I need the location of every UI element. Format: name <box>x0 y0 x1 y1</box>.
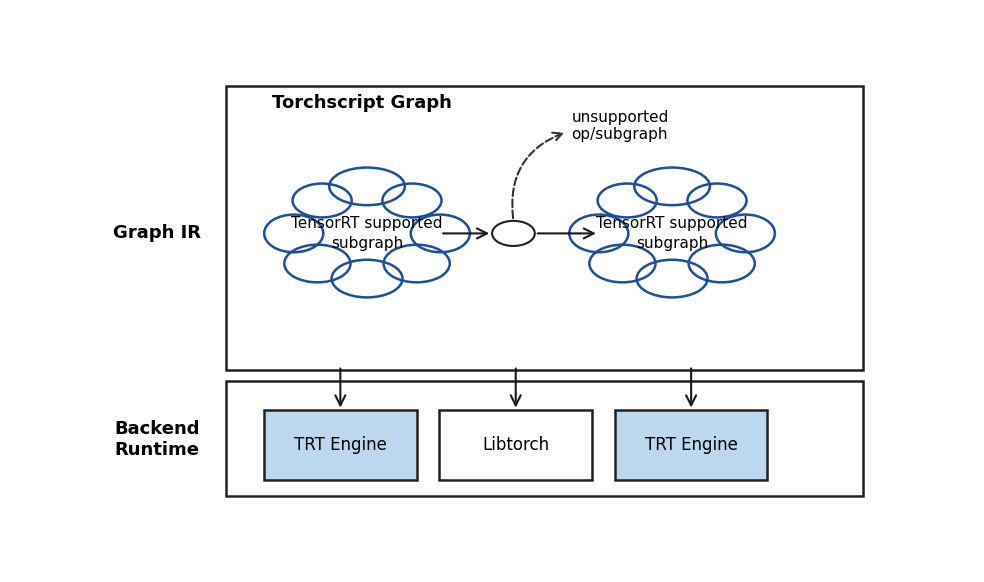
Bar <box>264 410 416 480</box>
Text: Torchscript Graph: Torchscript Graph <box>272 94 452 112</box>
Ellipse shape <box>384 244 450 282</box>
Circle shape <box>492 221 535 246</box>
Ellipse shape <box>383 183 442 218</box>
Ellipse shape <box>688 183 747 218</box>
Text: Graph IR: Graph IR <box>113 225 202 243</box>
Ellipse shape <box>635 168 709 205</box>
Ellipse shape <box>284 244 350 282</box>
Ellipse shape <box>603 196 741 271</box>
Text: TensorRT supported
subgraph: TensorRT supported subgraph <box>596 216 748 251</box>
Text: TRT Engine: TRT Engine <box>645 436 738 454</box>
Ellipse shape <box>330 168 404 205</box>
Ellipse shape <box>597 183 656 218</box>
Text: TensorRT supported
subgraph: TensorRT supported subgraph <box>291 216 443 251</box>
Ellipse shape <box>689 244 755 282</box>
Ellipse shape <box>298 196 436 271</box>
Ellipse shape <box>332 260 402 297</box>
Ellipse shape <box>637 260 707 297</box>
Text: unsupported
op/subgraph: unsupported op/subgraph <box>572 109 669 142</box>
Ellipse shape <box>410 215 470 252</box>
Ellipse shape <box>715 215 775 252</box>
Text: Libtorch: Libtorch <box>482 436 549 454</box>
Text: Backend
Runtime: Backend Runtime <box>114 420 200 459</box>
Text: TRT Engine: TRT Engine <box>294 436 387 454</box>
Ellipse shape <box>569 215 629 252</box>
Bar <box>440 410 592 480</box>
Ellipse shape <box>264 215 324 252</box>
Ellipse shape <box>589 244 655 282</box>
Ellipse shape <box>292 183 351 218</box>
Bar <box>226 381 863 496</box>
Bar <box>226 86 863 370</box>
Bar <box>615 410 768 480</box>
